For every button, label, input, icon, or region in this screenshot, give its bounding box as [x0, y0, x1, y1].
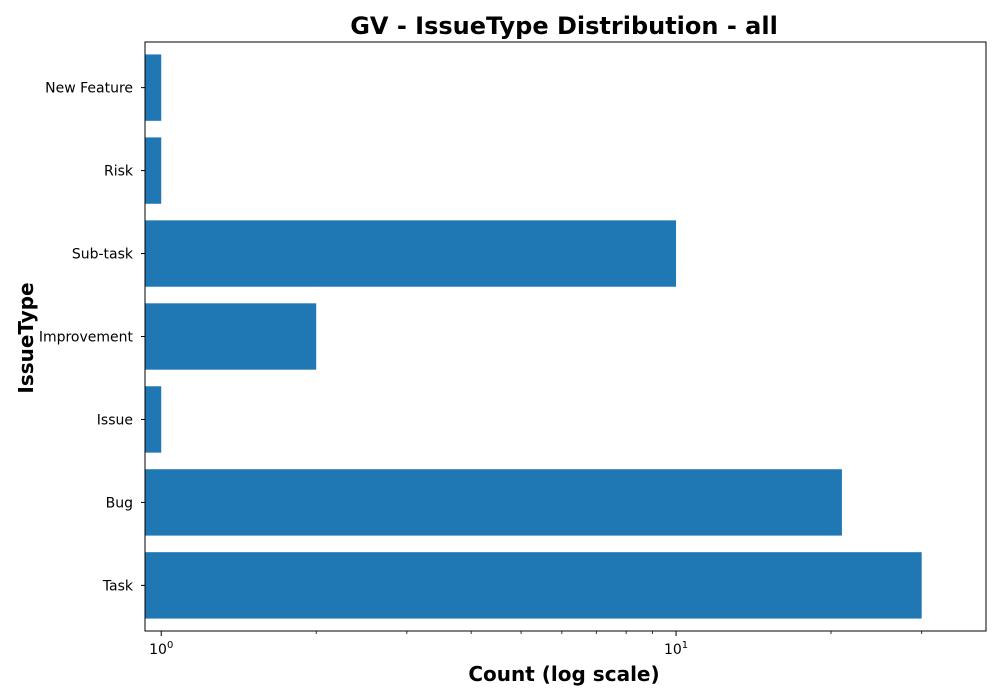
- bar-improvement: [145, 303, 317, 370]
- bar-sub-task: [145, 220, 677, 287]
- y-axis-label: IssueType: [14, 282, 38, 393]
- y-tick-label-task: Task: [102, 578, 134, 594]
- chart-title: GV - IssueType Distribution - all: [350, 12, 778, 40]
- bar-task: [145, 552, 922, 619]
- bar-bug: [145, 469, 842, 536]
- y-tick-label-bug: Bug: [106, 495, 133, 511]
- y-tick-label-improvement: Improvement: [39, 330, 134, 346]
- x-axis-label: Count (log scale): [468, 662, 659, 686]
- x-tick-label: 101: [664, 640, 688, 658]
- y-tick-label-sub-task: Sub-task: [72, 247, 134, 263]
- y-tick-label-new-feature: New Feature: [45, 81, 133, 97]
- bars-layer: [145, 54, 922, 619]
- y-tick-label-issue: Issue: [97, 412, 133, 428]
- x-tick-label: 100: [149, 640, 173, 658]
- y-axis: Task Bug Issue Improvement Sub-task Risk New F…: [39, 81, 145, 594]
- bar-issue: [145, 386, 162, 453]
- bar-new-feature: [145, 54, 162, 121]
- x-axis: 100 101: [149, 631, 923, 658]
- bar-risk: [145, 137, 162, 204]
- y-tick-label-risk: Risk: [104, 164, 134, 180]
